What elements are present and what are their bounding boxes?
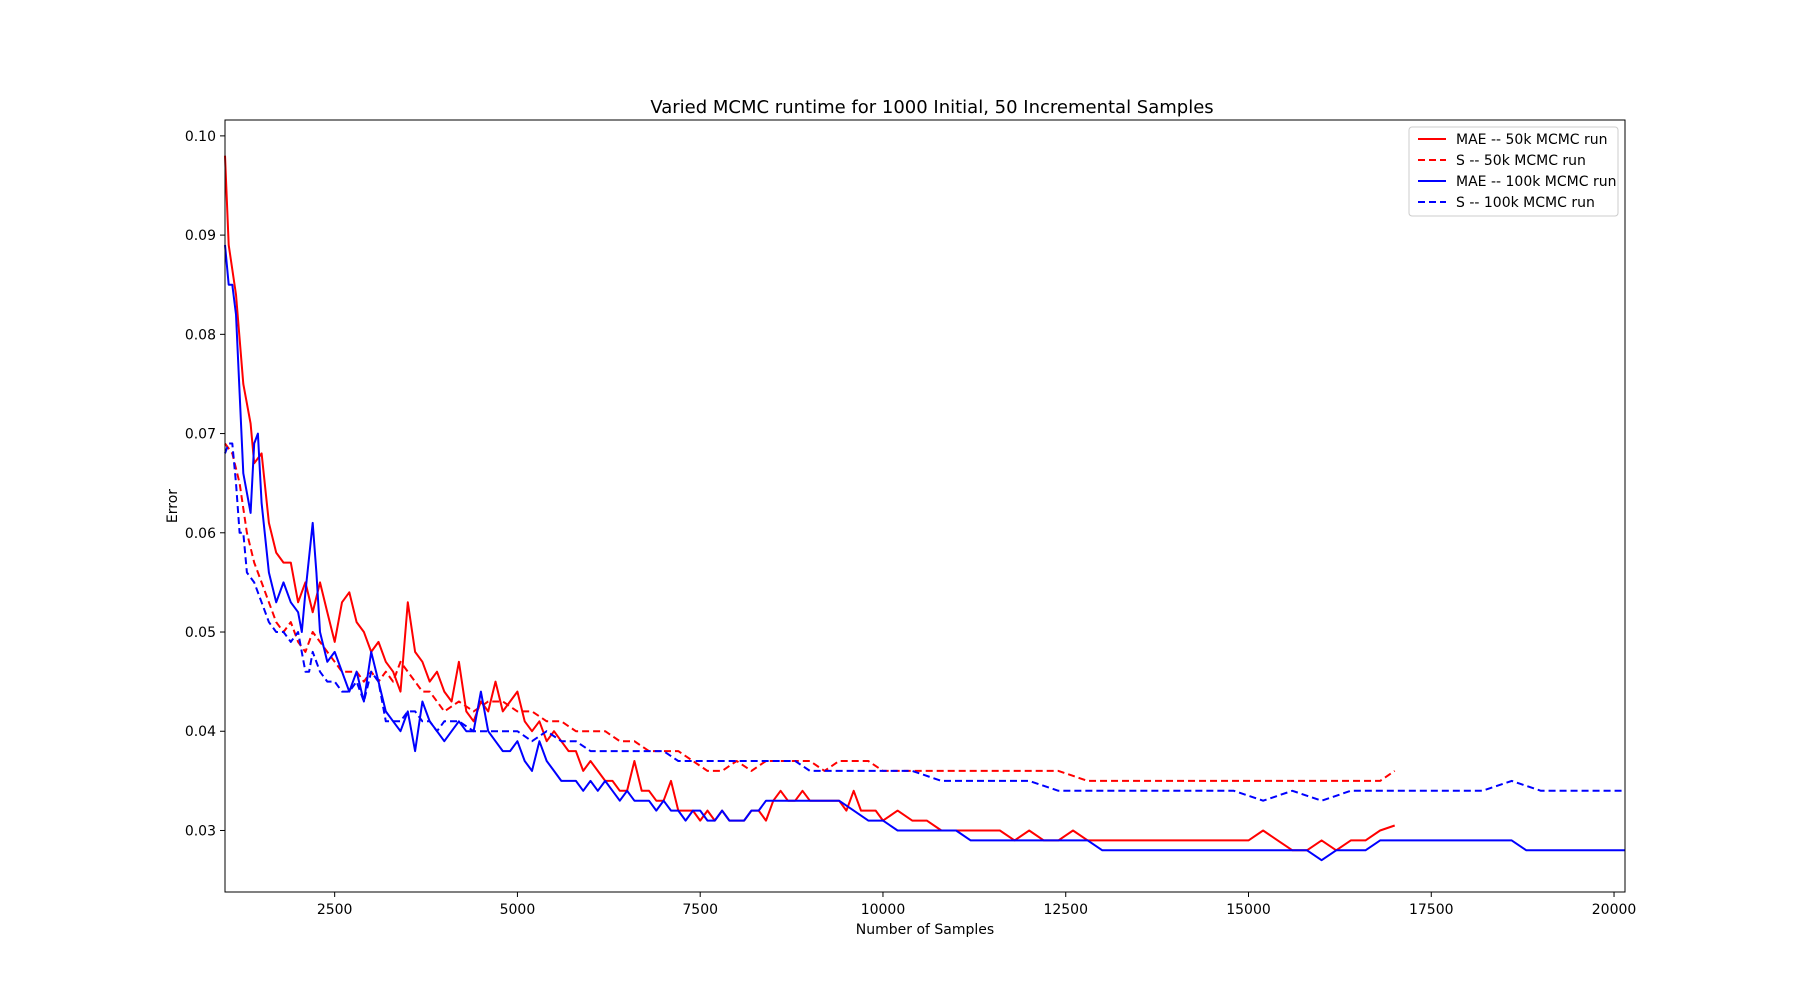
x-tick-label: 17500 xyxy=(1409,902,1454,918)
y-tick-label: 0.09 xyxy=(185,228,216,244)
plot-frame xyxy=(224,119,1626,893)
y-tick-label: 0.08 xyxy=(185,327,216,343)
x-tick-label: 12500 xyxy=(1043,902,1088,918)
x-tick-label: 7500 xyxy=(682,902,718,918)
y-axis-label: Error xyxy=(165,489,181,523)
y-tick-label: 0.10 xyxy=(185,129,216,145)
series-layer xyxy=(224,155,1625,862)
chart-title: Varied MCMC runtime for 1000 Initial, 50… xyxy=(650,97,1213,118)
y-tick-label: 0.07 xyxy=(185,427,216,443)
x-tick-label: 10000 xyxy=(861,902,906,918)
x-tick-label: 15000 xyxy=(1226,902,1271,918)
legend-label-3: S -- 100k MCMC run xyxy=(1456,195,1595,211)
x-tick-label: 2500 xyxy=(317,902,353,918)
legend-box xyxy=(1408,126,1619,217)
y-tick-label: 0.04 xyxy=(185,724,216,740)
x-tick-label: 20000 xyxy=(1592,902,1637,918)
y-tick-label: 0.05 xyxy=(185,625,216,641)
x-axis: 2500 5000 7500 10000 12500 15000 17500 20000 xyxy=(317,892,1636,918)
legend-label-2: MAE -- 100k MCMC run xyxy=(1456,174,1616,190)
series-line-3 xyxy=(224,442,1625,802)
x-tick-label: 5000 xyxy=(500,902,536,918)
legend: MAE -- 50k MCMC run S -- 50k MCMC run MAE … xyxy=(1408,126,1619,217)
series-line-2 xyxy=(224,244,1625,862)
legend-label-0: MAE -- 50k MCMC run xyxy=(1456,132,1608,148)
series-line-1 xyxy=(224,442,1396,782)
y-tick-label: 0.03 xyxy=(185,823,216,839)
legend-label-1: S -- 50k MCMC run xyxy=(1456,153,1586,169)
y-axis: 0.03 0.04 0.05 0.06 0.07 0.08 0.09 0.10 xyxy=(185,129,225,839)
x-axis-label: Number of Samples xyxy=(856,922,994,938)
y-tick-label: 0.06 xyxy=(185,526,216,542)
